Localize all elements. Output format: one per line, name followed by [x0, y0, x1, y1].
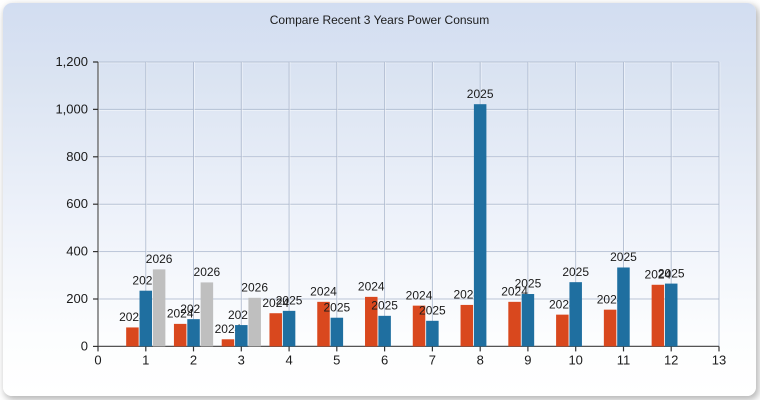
- svg-text:13: 13: [712, 352, 726, 367]
- svg-text:2025: 2025: [658, 266, 685, 280]
- svg-text:2024: 2024: [358, 280, 385, 294]
- svg-text:10: 10: [568, 352, 582, 367]
- svg-text:0: 0: [94, 352, 101, 367]
- svg-text:12: 12: [664, 352, 678, 367]
- svg-text:2025: 2025: [419, 304, 446, 318]
- svg-text:9: 9: [524, 352, 531, 367]
- svg-text:8: 8: [477, 352, 484, 367]
- svg-text:400: 400: [66, 244, 88, 259]
- svg-text:2026: 2026: [146, 252, 173, 266]
- svg-text:7: 7: [429, 352, 436, 367]
- svg-text:2025: 2025: [467, 87, 494, 101]
- svg-text:2026: 2026: [194, 265, 221, 279]
- svg-text:1,200: 1,200: [55, 54, 88, 69]
- svg-text:2025: 2025: [610, 250, 637, 264]
- svg-text:2025: 2025: [323, 300, 350, 314]
- svg-text:1: 1: [142, 352, 149, 367]
- svg-text:2025: 2025: [371, 299, 398, 313]
- svg-text:2025: 2025: [515, 277, 542, 291]
- svg-text:2024: 2024: [406, 288, 433, 302]
- svg-text:200: 200: [66, 291, 88, 306]
- svg-text:800: 800: [66, 149, 88, 164]
- svg-text:11: 11: [617, 352, 631, 367]
- svg-text:0: 0: [81, 338, 88, 353]
- svg-text:5: 5: [333, 352, 340, 367]
- svg-text:2025: 2025: [562, 265, 589, 279]
- svg-text:2026: 2026: [241, 281, 268, 295]
- svg-text:600: 600: [66, 196, 88, 211]
- svg-text:6: 6: [381, 352, 388, 367]
- svg-text:4: 4: [285, 352, 292, 367]
- svg-text:1,000: 1,000: [55, 101, 88, 116]
- svg-text:2: 2: [190, 352, 197, 367]
- svg-text:2024: 2024: [310, 285, 337, 299]
- svg-text:2025: 2025: [276, 294, 303, 308]
- svg-text:3: 3: [238, 352, 245, 367]
